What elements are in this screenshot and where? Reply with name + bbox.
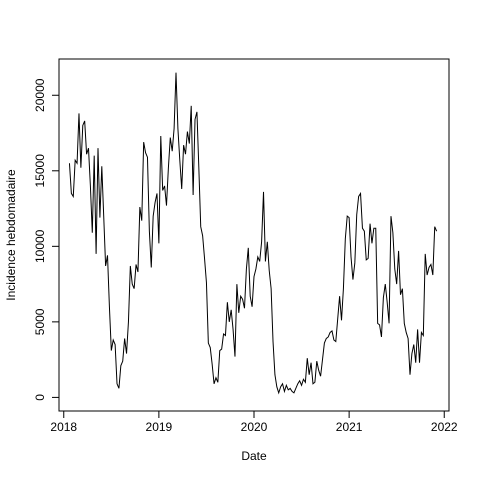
x-tick-label: 2021: [336, 420, 363, 434]
x-tick-label: 2020: [241, 420, 268, 434]
y-tick-label: 15000: [33, 154, 47, 188]
x-tick-label: 2019: [146, 420, 173, 434]
y-tick-label: 0: [33, 394, 47, 401]
y-tick-label: 10000: [33, 229, 47, 263]
y-axis-label: Incidence hebdomadaire: [4, 169, 18, 301]
x-axis-label: Date: [241, 449, 267, 463]
data-line: [68, 72, 438, 395]
y-tick-label: 5000: [33, 308, 47, 335]
y-tick-label: 20000: [33, 78, 47, 112]
x-tick-label: 2022: [431, 420, 458, 434]
x-tick-label: 2018: [50, 420, 77, 434]
